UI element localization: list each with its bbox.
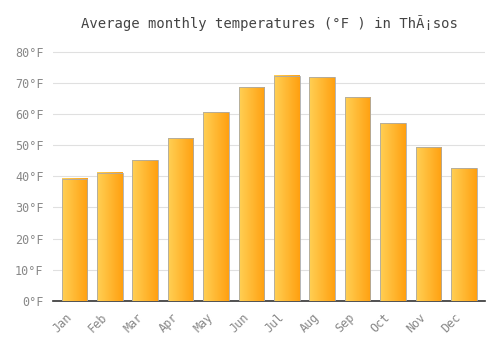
Bar: [62, 179, 87, 301]
Bar: [168, 138, 194, 301]
Bar: [345, 97, 370, 301]
Bar: [97, 173, 122, 301]
Bar: [451, 168, 476, 301]
Bar: [274, 76, 299, 301]
Title: Average monthly temperatures (°F ) in ThÃ¡sos: Average monthly temperatures (°F ) in Th…: [80, 15, 458, 31]
Bar: [204, 112, 229, 301]
Bar: [416, 147, 441, 301]
Bar: [132, 160, 158, 301]
Bar: [380, 123, 406, 301]
Bar: [238, 88, 264, 301]
Bar: [310, 77, 335, 301]
